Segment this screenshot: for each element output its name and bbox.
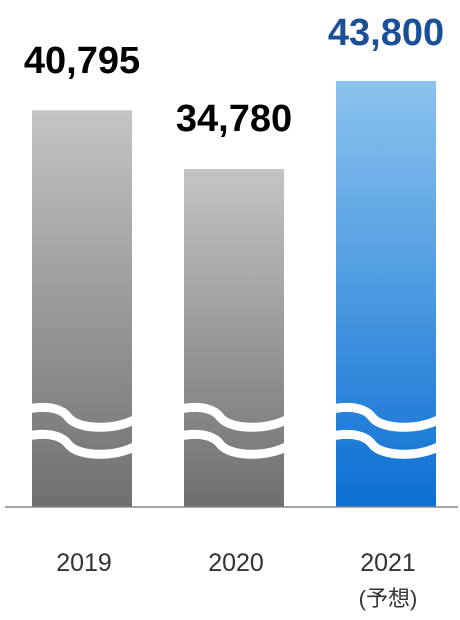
axis-break-wave: [0, 402, 147, 432]
bar-2021: [336, 81, 436, 507]
bar-2019: [32, 110, 132, 507]
category-label-2019: 2019: [56, 549, 112, 577]
axis-break-wave: [293, 402, 451, 432]
category-label-2021: 2021: [360, 549, 416, 577]
axis-break-wave: [141, 402, 299, 432]
axis-break-wave: [141, 429, 299, 459]
axis-break-wave: [0, 429, 147, 459]
value-label-2019: 40,795: [24, 40, 140, 82]
value-label-2021: 43,800: [328, 12, 444, 54]
category-label-2020: 2020: [208, 549, 264, 577]
value-label-2020: 34,780: [176, 98, 292, 140]
axis-break-wave: [293, 429, 451, 459]
category-sublabel-2021: (予想): [359, 586, 418, 611]
